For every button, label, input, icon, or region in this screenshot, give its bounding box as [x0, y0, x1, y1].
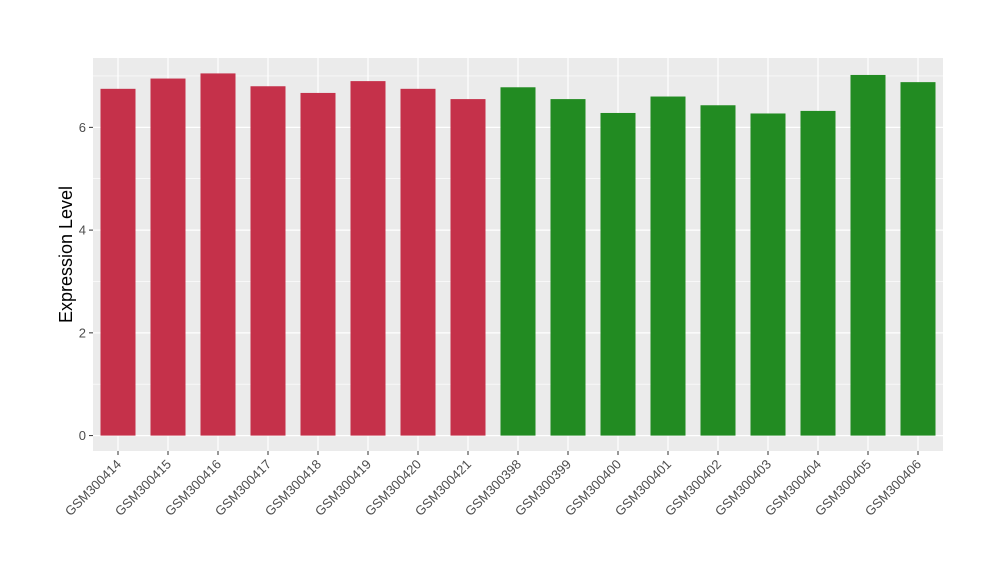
bar-GSM300417 [250, 86, 286, 436]
bar-GSM300416 [200, 73, 236, 436]
x-axis: GSM300414GSM300415GSM300416GSM300417GSM3… [62, 451, 924, 519]
bar-GSM300399 [550, 99, 586, 436]
y-tick-label: 0 [79, 428, 86, 443]
bar-GSM300404 [800, 110, 836, 436]
bar-GSM300405 [850, 74, 886, 436]
bar-GSM300414 [100, 88, 136, 436]
bar-GSM300419 [350, 81, 386, 436]
y-axis: 0 2 4 6 [79, 120, 93, 443]
bar-GSM300421 [450, 99, 486, 436]
y-axis-label: Expression Level [56, 186, 76, 323]
bar-GSM300400 [600, 112, 636, 436]
bar-GSM300415 [150, 78, 186, 436]
bars [100, 73, 936, 436]
bar-GSM300401 [650, 96, 686, 436]
bar-GSM300418 [300, 92, 336, 436]
bar-GSM300420 [400, 88, 436, 436]
y-tick-label: 4 [79, 223, 86, 238]
y-tick-label: 2 [79, 325, 86, 340]
bar-GSM300402 [700, 105, 736, 436]
bar-GSM300406 [900, 82, 936, 436]
bar-GSM300398 [500, 87, 536, 436]
y-tick-label: 6 [79, 120, 86, 135]
bar-GSM300403 [750, 113, 786, 436]
